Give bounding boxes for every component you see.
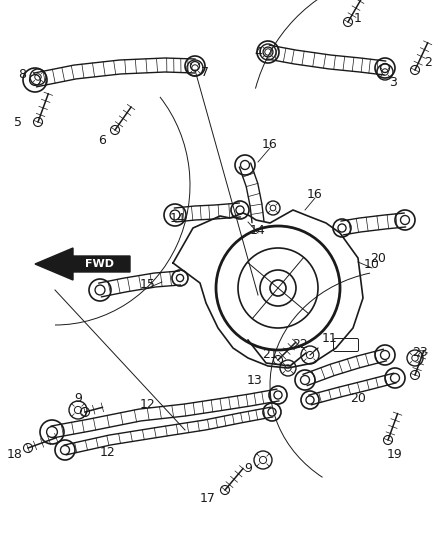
- Text: 9: 9: [74, 392, 82, 405]
- Text: 13: 13: [247, 374, 263, 386]
- Text: 14: 14: [250, 223, 266, 237]
- Text: 16: 16: [262, 139, 278, 151]
- Text: 6: 6: [98, 133, 106, 147]
- Text: 21: 21: [262, 349, 278, 361]
- Text: 17: 17: [200, 491, 216, 505]
- Text: 8: 8: [18, 69, 26, 82]
- Text: 20: 20: [370, 252, 386, 264]
- Text: 16: 16: [307, 189, 323, 201]
- Polygon shape: [35, 248, 130, 280]
- Text: 11: 11: [322, 332, 338, 344]
- Text: 7: 7: [201, 66, 209, 78]
- Text: 20: 20: [350, 392, 366, 405]
- Text: 19: 19: [387, 448, 403, 462]
- Text: 2: 2: [424, 55, 432, 69]
- Text: 9: 9: [244, 462, 252, 474]
- Text: 4: 4: [254, 45, 262, 59]
- Text: 5: 5: [14, 116, 22, 128]
- Text: 23: 23: [412, 345, 428, 359]
- Text: 12: 12: [100, 446, 116, 458]
- Text: 1: 1: [354, 12, 362, 25]
- Text: 10: 10: [364, 259, 380, 271]
- Text: 12: 12: [140, 399, 156, 411]
- Text: 14: 14: [170, 212, 186, 224]
- Text: 15: 15: [140, 279, 156, 292]
- Text: FWD: FWD: [85, 259, 114, 269]
- Text: 22: 22: [292, 338, 308, 351]
- Text: 3: 3: [389, 76, 397, 88]
- Text: 18: 18: [7, 448, 23, 462]
